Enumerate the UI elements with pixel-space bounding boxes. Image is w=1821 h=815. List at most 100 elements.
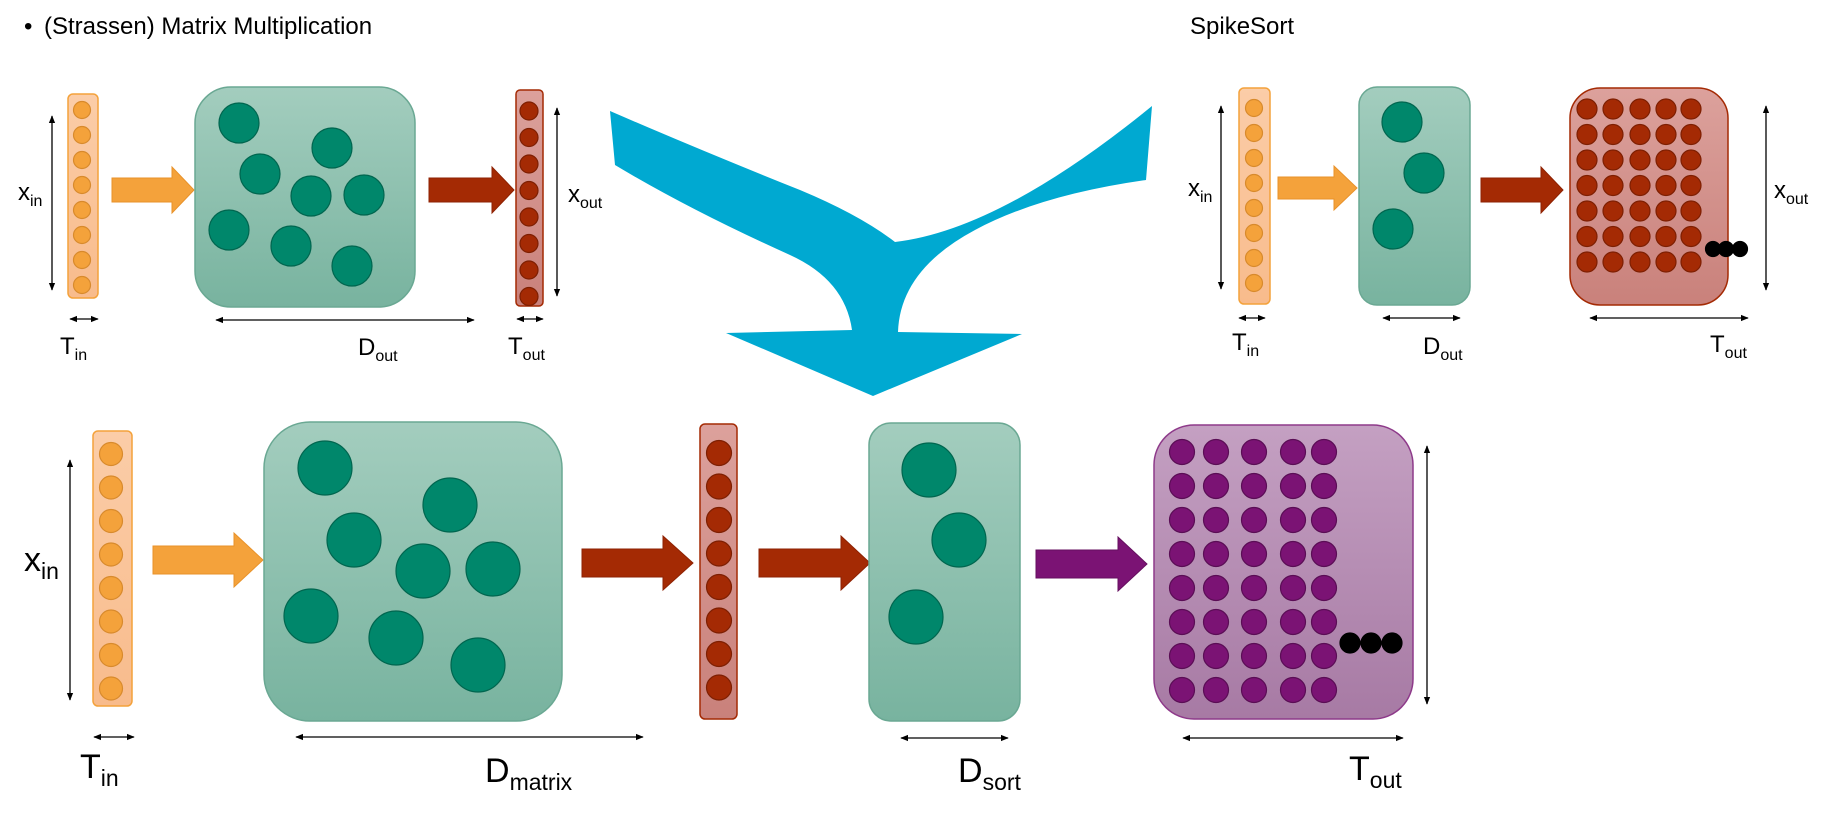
- neuron: [1240, 676, 1268, 704]
- neuron: [1602, 200, 1624, 222]
- neuron: [1168, 438, 1196, 466]
- neuron: [519, 207, 539, 227]
- neuron: [98, 542, 124, 567]
- neuron: [1629, 174, 1651, 197]
- neuron: [1629, 98, 1651, 120]
- neuron: [98, 609, 124, 634]
- ellipsis-dot: [1339, 632, 1361, 654]
- matrix-neurons-big: [283, 440, 521, 693]
- bullet: •: [24, 13, 32, 40]
- dout-label-right: Dout: [1423, 333, 1463, 364]
- neuron: [465, 541, 521, 597]
- neuron: [1202, 438, 1230, 466]
- neuron: [705, 473, 733, 500]
- input-layer-big: [92, 430, 133, 707]
- sort-input-arrow: [758, 534, 871, 592]
- neuron: [1602, 98, 1624, 120]
- neuron: [290, 175, 332, 217]
- neuron: [1310, 676, 1338, 704]
- neuron: [422, 477, 478, 533]
- neuron: [72, 175, 92, 195]
- neuron: [1372, 208, 1414, 250]
- neuron: [1168, 642, 1196, 670]
- neuron: [1576, 149, 1598, 171]
- neuron: [1240, 472, 1268, 500]
- neuron: [1244, 173, 1264, 193]
- neuron: [705, 607, 733, 634]
- ellipsis-dot: [1731, 240, 1749, 258]
- neuron: [1629, 251, 1651, 273]
- neuron: [1202, 642, 1230, 670]
- neuron: [519, 233, 539, 254]
- neuron: [519, 127, 539, 148]
- neuron: [1168, 608, 1196, 636]
- neuron: [1576, 200, 1598, 222]
- neuron: [705, 439, 733, 467]
- spikesort-pipeline-small: xin Tin Dout xout Tout: [1188, 86, 1809, 364]
- neuron: [705, 540, 733, 567]
- sort-neurons-small: [1372, 101, 1445, 250]
- neuron: [331, 245, 373, 287]
- neuron: [1279, 642, 1307, 670]
- output-neurons: [519, 101, 539, 307]
- neuron: [72, 150, 92, 170]
- neuron: [1168, 472, 1196, 500]
- spike-grid-neurons-big: [1168, 438, 1403, 704]
- neuron: [888, 589, 944, 645]
- input-neurons: [72, 100, 92, 295]
- merge-arrow-icon: [610, 106, 1152, 396]
- neuron: [1240, 540, 1268, 568]
- xin-label-big: xin: [24, 541, 59, 584]
- neuron: [1310, 472, 1338, 500]
- intermediate-neurons: [705, 439, 733, 701]
- neuron: [1202, 676, 1230, 704]
- neuron: [1202, 608, 1230, 636]
- neuron: [1279, 676, 1307, 704]
- neuron: [98, 676, 124, 701]
- spike-grid-neurons-small: [1576, 98, 1749, 273]
- neuron: [208, 209, 250, 251]
- ellipsis-dot: [1360, 632, 1382, 654]
- neuron: [931, 512, 987, 568]
- neuron: [1279, 574, 1307, 602]
- neuron: [98, 441, 124, 467]
- neuron: [1244, 248, 1264, 268]
- neuron: [1576, 225, 1598, 248]
- neuron: [1602, 174, 1624, 197]
- neuron: [1244, 123, 1264, 143]
- neuron: [1279, 608, 1307, 636]
- neuron: [1168, 506, 1196, 534]
- sort-neurons-big: [888, 442, 987, 645]
- output-arrow: [428, 165, 515, 215]
- neuron: [1629, 123, 1651, 146]
- neuron: [1310, 608, 1338, 636]
- matrix-neurons: [208, 102, 385, 287]
- neuron: [1576, 98, 1598, 120]
- tout-label: Tout: [508, 333, 545, 364]
- neuron: [395, 543, 451, 599]
- neuron: [1244, 148, 1264, 168]
- neuron: [72, 275, 92, 295]
- neuron: [1602, 123, 1624, 146]
- neuron: [901, 442, 957, 498]
- neuron: [1279, 438, 1307, 466]
- neuron: [1680, 149, 1702, 171]
- spike-grid-small: [1569, 87, 1729, 306]
- sort-box-big: [868, 422, 1021, 722]
- neuron: [1279, 506, 1307, 534]
- neuron: [1655, 251, 1677, 273]
- input-arrow: [111, 165, 195, 215]
- xin-label: xin: [18, 179, 42, 210]
- neuron: [1680, 123, 1702, 146]
- tout-label-big: Tout: [1349, 750, 1402, 793]
- neuron: [1279, 540, 1307, 568]
- sort-output-arrow: [1035, 535, 1148, 593]
- left-title: (Strassen) Matrix Multiplication: [44, 13, 372, 40]
- neuron: [1655, 149, 1677, 171]
- neuron: [1310, 642, 1338, 670]
- xout-label-right: xout: [1774, 177, 1809, 208]
- neuron: [326, 512, 382, 568]
- matrix-pipeline-small: xin Tin Dout xout Tout: [18, 86, 603, 365]
- neuron: [270, 225, 312, 267]
- neuron: [519, 101, 539, 121]
